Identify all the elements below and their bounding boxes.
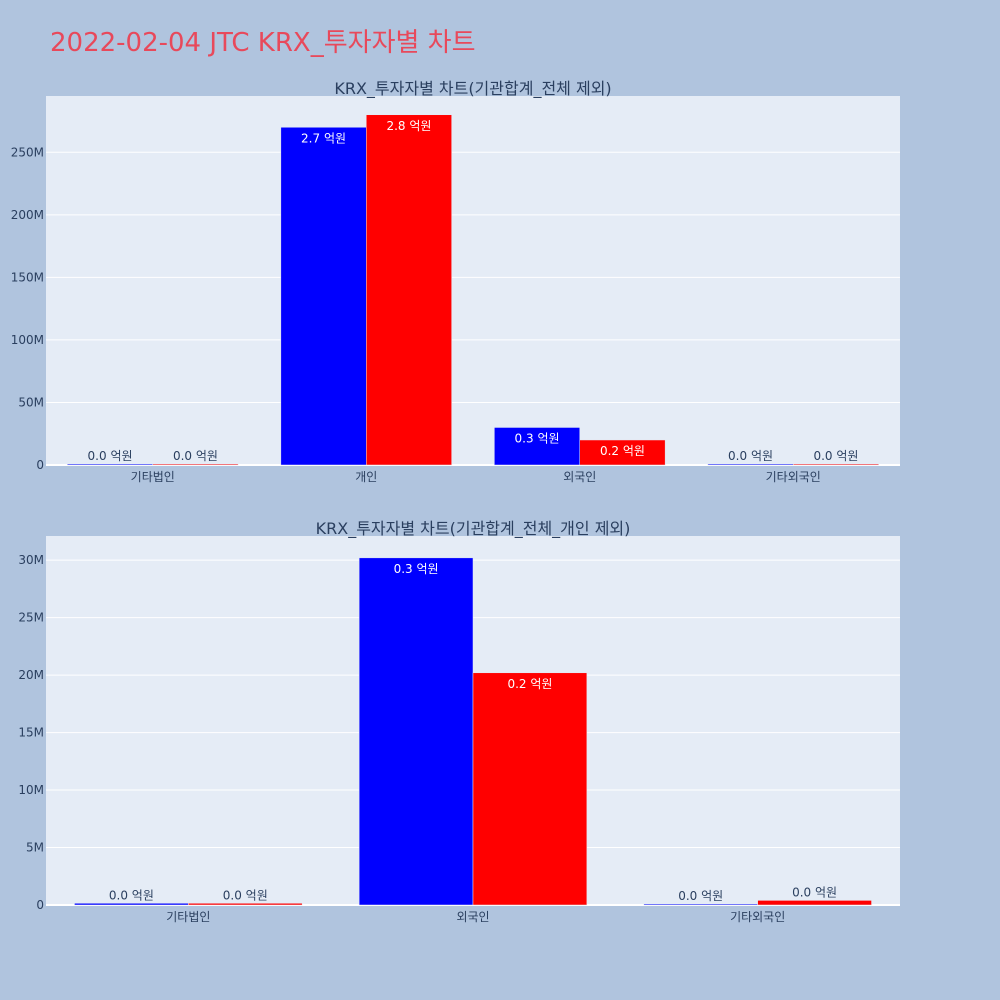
y-tick-label: 5M (26, 841, 44, 855)
bar (74, 903, 189, 906)
chart-bottom: KRX_투자자별 차트(기관합계_전체_개인 제외) 0 5M 10M 15M 20M 25… (18, 519, 900, 924)
chart-top: KRX_투자자별 차트(기관합계_전체 제외) 0 50M 100M 150M 200M 2… (11, 79, 900, 484)
data-label: 0.0 억원 (728, 449, 773, 463)
data-label: 0.0 억원 (223, 888, 268, 902)
x-tick-label: 개인 (355, 470, 377, 484)
bar (494, 427, 581, 466)
chart-title: KRX_투자자별 차트(기관합계_전체_개인 제외) (316, 519, 631, 539)
x-tick-label: 기타외국인 (766, 470, 821, 484)
data-label: 2.8 억원 (386, 119, 431, 133)
x-tick-label: 외국인 (563, 470, 596, 484)
bar (643, 903, 758, 906)
data-label: 0.3 억원 (515, 431, 560, 445)
y-tick-label: 15M (18, 726, 44, 740)
x-tick-label: 기타외국인 (730, 910, 785, 924)
data-label: 0.0 억원 (173, 449, 218, 463)
y-tick-label: 10M (18, 783, 44, 797)
y-tick-label: 20M (18, 668, 44, 682)
bar (579, 439, 666, 466)
y-tick-label: 30M (18, 553, 44, 567)
y-tick-label: 200M (11, 208, 44, 222)
bar (152, 463, 239, 466)
data-label: 0.0 억원 (88, 449, 133, 463)
data-label: 0.2 억원 (600, 444, 645, 458)
x-tick-label: 기타법인 (166, 910, 210, 924)
bar (366, 114, 452, 466)
page-title: 2022-02-04 JTC KRX_투자자별 차트 (50, 28, 476, 58)
y-tick-label: 25M (18, 611, 44, 625)
bar (358, 557, 474, 906)
bar (793, 463, 879, 466)
y-tick-label: 100M (11, 333, 44, 347)
bar (472, 672, 588, 906)
chart-title: KRX_투자자별 차트(기관합계_전체 제외) (334, 79, 611, 99)
y-tick-label: 50M (18, 395, 44, 409)
x-tick-label: 외국인 (456, 910, 489, 924)
y-tick-label: 150M (11, 270, 44, 284)
data-label: 0.0 억원 (792, 885, 837, 899)
y-tick-label: 250M (11, 145, 44, 159)
data-label: 2.7 억원 (301, 131, 346, 145)
bar (280, 127, 367, 466)
bar (757, 900, 872, 906)
x-tick-label: 기타법인 (131, 470, 175, 484)
bar (67, 463, 153, 466)
y-tick-label: 0 (36, 898, 44, 912)
data-label: 0.3 억원 (394, 562, 439, 576)
data-label: 0.0 억원 (109, 888, 154, 902)
bar (188, 903, 303, 906)
data-label: 0.0 억원 (813, 449, 858, 463)
y-tick-label: 0 (36, 458, 44, 472)
plot-area (46, 96, 900, 465)
data-label: 0.0 억원 (678, 889, 723, 903)
bar (707, 463, 794, 466)
data-label: 0.2 억원 (507, 677, 552, 691)
